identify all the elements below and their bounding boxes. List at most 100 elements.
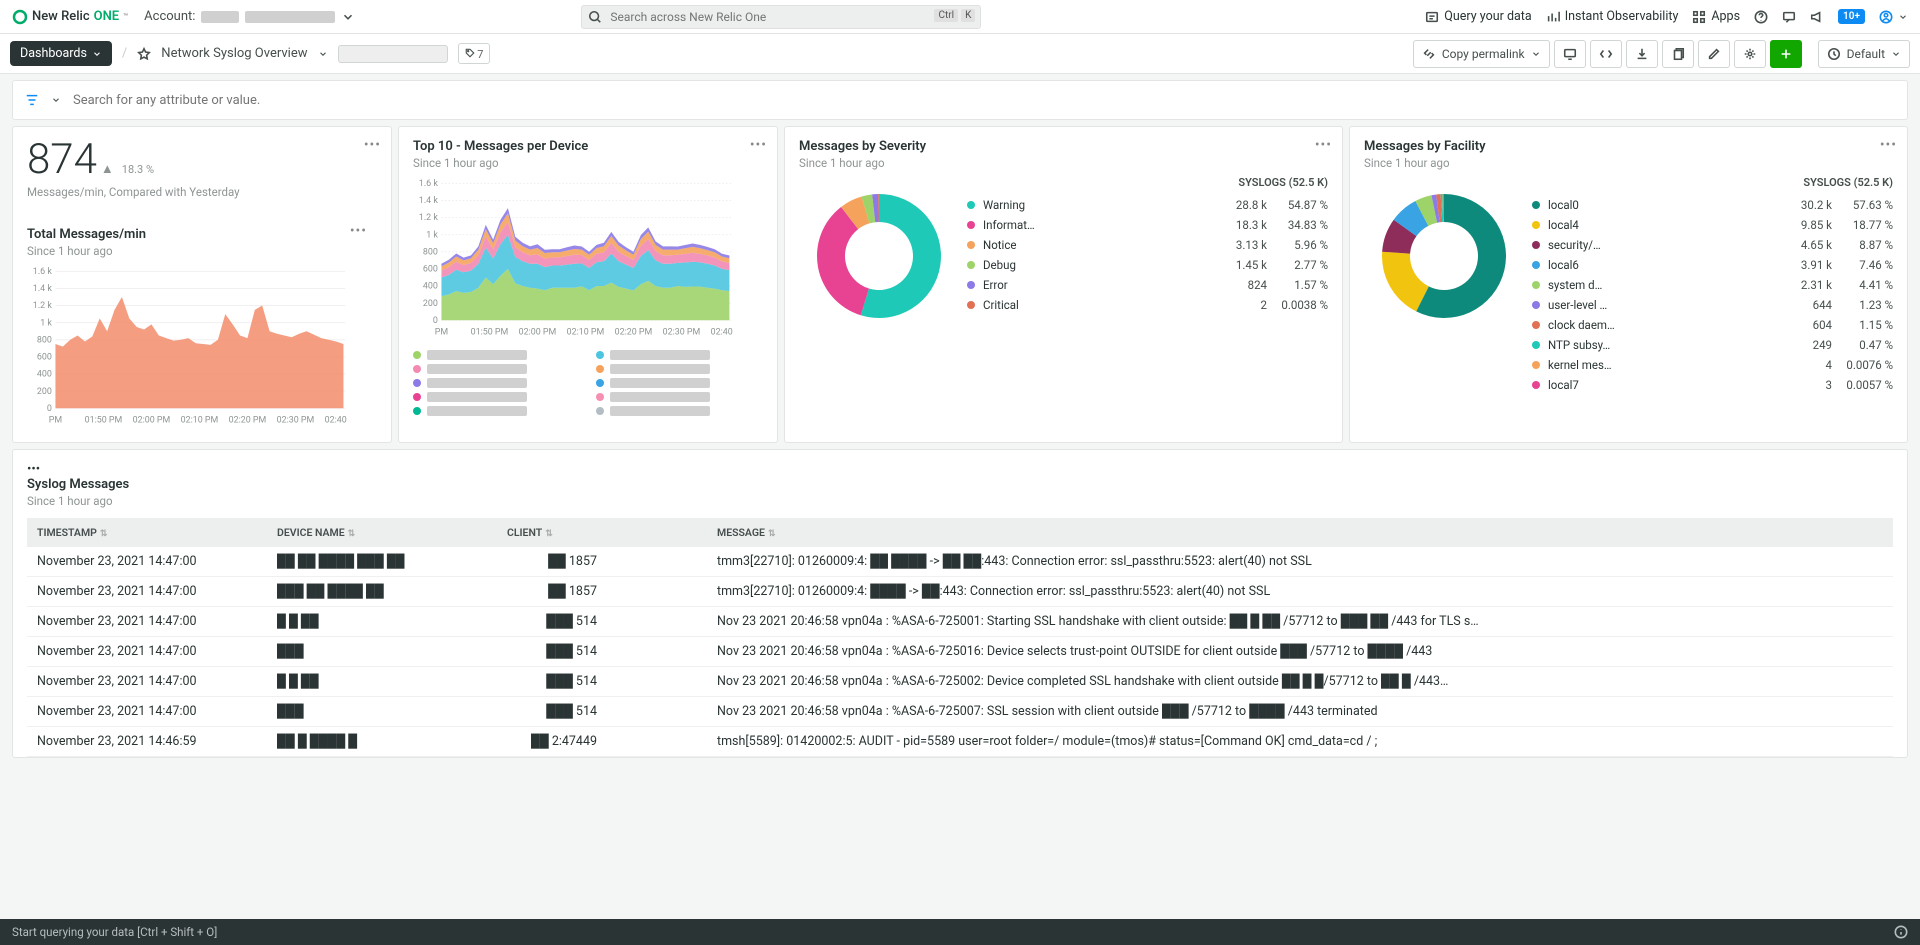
pencil-icon — [1707, 47, 1721, 61]
instant-observability-link[interactable]: Instant Observability — [1546, 9, 1679, 24]
legend-dot — [1532, 201, 1540, 209]
legend-row[interactable]: Critical 2 0.0038 % — [967, 295, 1328, 315]
legend-row[interactable]: system d… 2.31 k 4.41 % — [1532, 275, 1893, 295]
legend-item[interactable] — [413, 378, 580, 388]
download-button[interactable] — [1626, 40, 1658, 68]
tag-count[interactable]: 7 — [458, 43, 491, 64]
legend-row[interactable]: NTP subsy… 249 0.47 % — [1532, 335, 1893, 355]
legend-item[interactable] — [413, 392, 580, 402]
card-menu[interactable]: ••• — [350, 223, 367, 239]
legend-item[interactable] — [596, 364, 763, 374]
table-row[interactable]: November 23, 2021 14:47:00 ██ ██ ████ ██… — [27, 547, 1893, 577]
legend-item[interactable] — [596, 392, 763, 402]
star-icon[interactable] — [137, 47, 151, 61]
cell-client: ███ 514 — [497, 697, 707, 727]
legend-value: 3 — [1784, 378, 1832, 392]
dashboards-button[interactable]: Dashboards — [10, 41, 112, 66]
legend-row[interactable]: security/… 4.65 k 8.87 % — [1532, 235, 1893, 255]
feedback-icon[interactable] — [1782, 10, 1796, 24]
legend-value: 824 — [1219, 278, 1267, 292]
query-footer[interactable]: Start querying your data [Ctrl + Shift +… — [0, 919, 1920, 945]
add-widget-button[interactable] — [1770, 40, 1802, 68]
legend-percent: 2.77 % — [1273, 258, 1328, 272]
table-header[interactable]: DEVICE NAME⇅ — [267, 518, 497, 547]
user-menu[interactable] — [1879, 10, 1908, 24]
global-search-input[interactable] — [581, 5, 981, 29]
table-row[interactable]: November 23, 2021 14:47:00 █ █ ██ ███ 51… — [27, 667, 1893, 697]
legend-dot — [967, 261, 975, 269]
legend-row[interactable]: clock daem… 604 1.15 % — [1532, 315, 1893, 335]
table-row[interactable]: November 23, 2021 14:47:00 ███ ███ 514 N… — [27, 637, 1893, 667]
legend-item[interactable] — [596, 350, 763, 360]
legend-row[interactable]: Warning 28.8 k 54.87 % — [967, 195, 1328, 215]
card-menu[interactable]: ••• — [1880, 137, 1897, 153]
cell-client: ███ 514 — [497, 607, 707, 637]
svg-text:1.4 k: 1.4 k — [33, 284, 53, 294]
table-row[interactable]: November 23, 2021 14:47:00 █ █ ██ ███ 51… — [27, 607, 1893, 637]
legend-row[interactable]: Debug 1.45 k 2.77 % — [967, 255, 1328, 275]
query-data-link[interactable]: Query your data — [1425, 9, 1531, 24]
severity-donut-chart — [799, 176, 959, 336]
chevron-down-icon[interactable] — [318, 47, 328, 61]
legend-row[interactable]: local4 9.85 k 18.77 % — [1532, 215, 1893, 235]
svg-text:800: 800 — [423, 247, 438, 257]
legend-item[interactable] — [596, 378, 763, 388]
legend-name: local7 — [1548, 378, 1778, 392]
legend-row[interactable]: kernel mes… 4 0.0076 % — [1532, 355, 1893, 375]
chevron-down-icon[interactable] — [51, 93, 61, 107]
legend-item[interactable] — [413, 350, 580, 360]
code-button[interactable] — [1590, 40, 1622, 68]
card-menu[interactable]: ••• — [364, 137, 381, 153]
info-icon[interactable] — [1894, 925, 1908, 939]
account-selector[interactable]: Account: — [144, 9, 355, 24]
apps-link[interactable]: Apps — [1692, 9, 1740, 24]
table-row[interactable]: November 23, 2021 14:46:59 ██ █ ████ █ █… — [27, 727, 1893, 757]
legend-dot — [1532, 361, 1540, 369]
announce-icon[interactable] — [1810, 10, 1824, 24]
legend-item[interactable] — [596, 406, 763, 416]
help-icon[interactable] — [1754, 10, 1768, 24]
edit-button[interactable] — [1698, 40, 1730, 68]
severity-legend-title: SYSLOGS (52.5 K) — [967, 176, 1328, 189]
header-actions: Query your data Instant Observability Ap… — [1425, 9, 1908, 24]
filter-input[interactable] — [73, 93, 1895, 108]
table-header[interactable]: CLIENT⇅ — [497, 518, 707, 547]
legend-row[interactable]: Notice 3.13 k 5.96 % — [967, 235, 1328, 255]
settings-button[interactable] — [1734, 40, 1766, 68]
svg-text:200: 200 — [423, 299, 438, 309]
legend-item[interactable] — [413, 364, 580, 374]
legend-percent: 5.96 % — [1273, 238, 1328, 252]
legend-item[interactable] — [413, 406, 580, 416]
copy-button[interactable] — [1662, 40, 1694, 68]
card-menu[interactable]: ••• — [1315, 137, 1332, 153]
table-row[interactable]: November 23, 2021 14:47:00 ███ ███ 514 N… — [27, 697, 1893, 727]
time-range-button[interactable]: Default — [1818, 40, 1910, 68]
legend-row[interactable]: local6 3.91 k 7.46 % — [1532, 255, 1893, 275]
table-header[interactable]: MESSAGE⇅ — [707, 518, 1893, 547]
download-icon — [1635, 47, 1649, 61]
dashboard-title[interactable]: Network Syslog Overview — [161, 46, 307, 61]
global-search[interactable]: Ctrl K — [581, 5, 981, 29]
tv-mode-button[interactable] — [1554, 40, 1586, 68]
legend-row[interactable]: user-level … 644 1.23 % — [1532, 295, 1893, 315]
legend-row[interactable]: local7 3 0.0057 % — [1532, 375, 1893, 395]
chevron-down-icon — [1891, 47, 1901, 61]
cell-device: ██ ██ ████ ███ ██ — [267, 547, 497, 577]
cell-client: ██ 1857 — [497, 577, 707, 607]
notification-badge[interactable]: 10+ — [1838, 9, 1865, 24]
table-row[interactable]: November 23, 2021 14:47:00 ███ ██ ████ █… — [27, 577, 1893, 607]
legend-row[interactable]: Error 824 1.57 % — [967, 275, 1328, 295]
legend-name: kernel mes… — [1548, 358, 1778, 372]
cell-device: █ █ ██ — [267, 607, 497, 637]
card-menu[interactable]: ••• — [27, 462, 40, 477]
filter-icon[interactable] — [25, 93, 39, 107]
card-menu[interactable]: ••• — [750, 137, 767, 153]
legend-row[interactable]: local0 30.2 k 57.63 % — [1532, 195, 1893, 215]
copy-permalink-button[interactable]: Copy permalink — [1413, 40, 1550, 68]
logo[interactable]: New Relic ONE ™ — [12, 9, 128, 25]
svg-text:1.2 k: 1.2 k — [33, 301, 53, 311]
top10-stacked-chart: 1.6 k1.4 k1.2 k1 k8006004002000PM01:50 P… — [413, 178, 733, 338]
table-header[interactable]: TIMESTAMP⇅ — [27, 518, 267, 547]
legend-row[interactable]: Informat… 18.3 k 34.83 % — [967, 215, 1328, 235]
table-header-row: TIMESTAMP⇅DEVICE NAME⇅CLIENT⇅MESSAGE⇅ — [27, 518, 1893, 547]
